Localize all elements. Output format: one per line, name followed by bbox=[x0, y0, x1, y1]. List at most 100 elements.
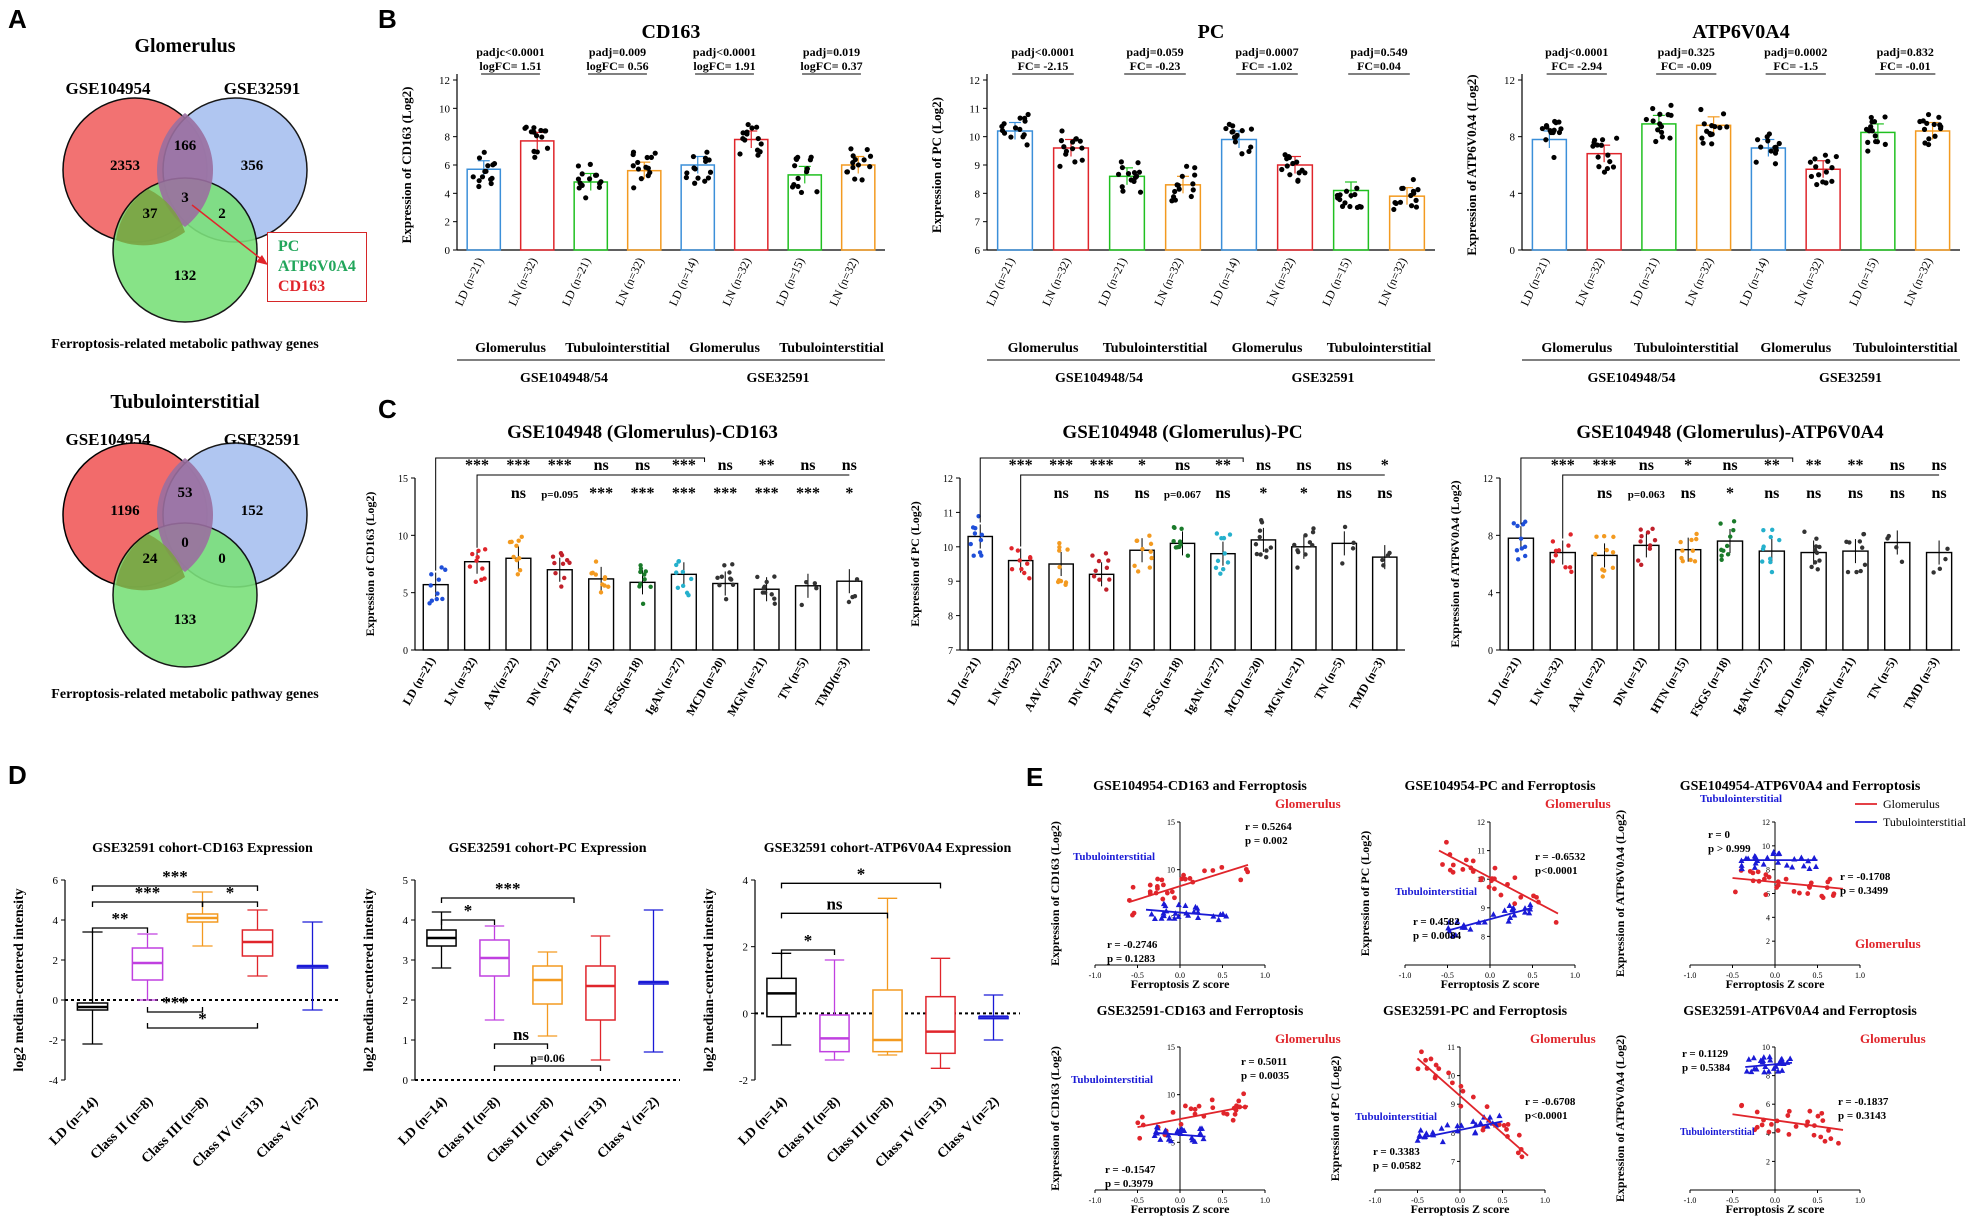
data-point bbox=[531, 148, 537, 154]
sig-row1: ** bbox=[759, 457, 775, 474]
tubu-r: r = 0.3383 bbox=[1373, 1146, 1420, 1158]
data-point bbox=[1132, 174, 1139, 180]
data-point bbox=[1694, 536, 1699, 542]
glom-point bbox=[1820, 1118, 1826, 1123]
glom-point bbox=[1458, 1083, 1464, 1089]
sig-row1: ns bbox=[635, 457, 650, 474]
glom-point bbox=[1243, 866, 1249, 872]
box bbox=[925, 995, 956, 1055]
y-axis-label: log2 median-centered intensity bbox=[12, 888, 27, 1071]
data-point bbox=[1725, 552, 1731, 557]
tubu-point bbox=[1748, 1068, 1755, 1075]
data-point bbox=[1668, 102, 1674, 108]
data-point bbox=[467, 564, 473, 569]
data-point bbox=[1558, 126, 1564, 132]
tubu-point bbox=[1752, 860, 1759, 866]
data-point bbox=[1408, 203, 1415, 209]
data-point bbox=[1017, 126, 1023, 132]
data-point bbox=[1551, 127, 1557, 133]
venn-tubulointerstitial: Tubulointerstitial GSE104954 GSE32591 11… bbox=[51, 391, 319, 702]
data-point bbox=[1600, 567, 1605, 572]
x-tick-label: -0.5 bbox=[1441, 971, 1454, 980]
data-point bbox=[978, 537, 984, 543]
glom-point bbox=[1419, 1049, 1424, 1055]
tubu-fit-line bbox=[1145, 908, 1227, 918]
stat-fc: FC= -1.02 bbox=[1242, 59, 1293, 73]
tubu-point bbox=[1414, 1137, 1421, 1143]
gene-atp6v0a4: ATP6V0A4 bbox=[278, 258, 356, 275]
data-point bbox=[1822, 152, 1829, 158]
y-axis-label: Expression of CD163 (Log2) bbox=[399, 87, 414, 244]
data-point bbox=[1397, 199, 1404, 205]
data-point bbox=[968, 541, 973, 547]
x-tick-label: LD (n=15) bbox=[1846, 255, 1881, 308]
y-tick-label: 6 bbox=[975, 245, 981, 257]
tubu-point bbox=[1764, 854, 1771, 861]
x-tick-label: HTN (n=15) bbox=[1647, 655, 1690, 716]
data-point bbox=[723, 597, 729, 602]
sig-row1: ** bbox=[1806, 457, 1822, 474]
data-point bbox=[1520, 522, 1526, 527]
panel-label-e: E bbox=[1026, 762, 1044, 792]
glom-point bbox=[1440, 862, 1445, 867]
data-point bbox=[1284, 163, 1290, 169]
x-tick-label: IgAN (n=27) bbox=[1730, 655, 1774, 718]
data-point bbox=[762, 590, 768, 595]
x-tick-label: IgAN (n=27) bbox=[1181, 655, 1225, 718]
data-point bbox=[1015, 548, 1021, 553]
tubu-point bbox=[1787, 1055, 1794, 1061]
tubu-point bbox=[1162, 1127, 1169, 1133]
sig-row1: *** bbox=[506, 457, 530, 474]
stat-fc: logFC= 0.37 bbox=[800, 59, 862, 73]
tubu-fit-line bbox=[1154, 1131, 1206, 1138]
glom-point bbox=[1501, 1123, 1507, 1128]
tubu-point bbox=[1753, 1066, 1760, 1072]
data-point bbox=[560, 561, 566, 567]
tubu-point bbox=[1439, 1138, 1446, 1145]
data-point bbox=[814, 189, 820, 195]
chart-e-5: GSE32591-PC and Ferroptosis Expression of… bbox=[1328, 1004, 1596, 1216]
data-point bbox=[772, 596, 777, 601]
glom-point bbox=[1828, 1136, 1834, 1142]
data-point bbox=[597, 180, 603, 187]
data-point bbox=[1518, 536, 1524, 541]
stat-fc: FC= -1.5 bbox=[1773, 59, 1818, 73]
venn-right-label: GSE32591 bbox=[224, 79, 301, 98]
bar bbox=[1052, 147, 1090, 251]
data-point bbox=[1017, 558, 1022, 563]
dataset-label: GSE32591 bbox=[1819, 371, 1882, 386]
data-point bbox=[1065, 547, 1070, 552]
data-point bbox=[1063, 580, 1069, 585]
data-point bbox=[1635, 558, 1641, 563]
data-point bbox=[1858, 568, 1863, 574]
data-point bbox=[1550, 539, 1556, 544]
bar bbox=[1371, 556, 1398, 651]
glom-point bbox=[1775, 882, 1781, 888]
data-point bbox=[1859, 545, 1865, 550]
tubu-point bbox=[1481, 918, 1488, 925]
data-point bbox=[1638, 539, 1643, 544]
x-tick-label: LD (n=14) bbox=[396, 1094, 451, 1149]
data-point bbox=[804, 579, 809, 585]
tubu-point bbox=[1806, 865, 1813, 871]
x-tick-label: 1.0 bbox=[1570, 971, 1580, 980]
data-point bbox=[1611, 534, 1616, 540]
data-point bbox=[1515, 557, 1521, 562]
glom-point bbox=[1169, 889, 1175, 895]
glom-point bbox=[1504, 1127, 1509, 1132]
data-point bbox=[675, 585, 681, 590]
data-point bbox=[1731, 519, 1737, 524]
tubu-point bbox=[1527, 901, 1534, 908]
glom-point bbox=[1484, 1104, 1490, 1110]
y-tick-label: 6 bbox=[445, 160, 451, 172]
glom-label: Glomerulus bbox=[1275, 796, 1341, 811]
data-point bbox=[642, 577, 647, 582]
data-point bbox=[1253, 542, 1259, 547]
data-point bbox=[1765, 138, 1771, 144]
sig-row1: *** bbox=[1593, 457, 1617, 474]
glom-fit-line bbox=[1732, 877, 1844, 890]
glom-point bbox=[1460, 1088, 1466, 1094]
glom-point bbox=[1192, 1106, 1198, 1112]
data-point bbox=[1653, 138, 1659, 145]
group-label: Tubulointerstitial bbox=[1634, 341, 1739, 356]
